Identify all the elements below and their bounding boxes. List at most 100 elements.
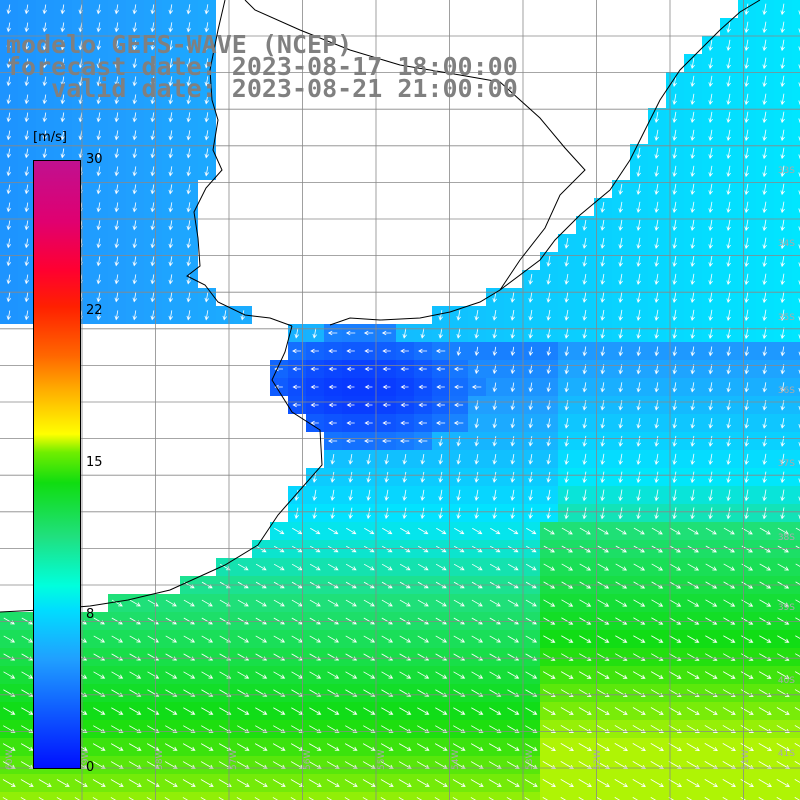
wind-arrow xyxy=(380,743,394,751)
wind-arrow xyxy=(24,310,30,321)
wind-arrow xyxy=(308,779,322,787)
wind-arrow xyxy=(420,471,425,483)
wind-arrow xyxy=(96,4,102,15)
wind-arrow xyxy=(510,364,516,375)
wind-arrow xyxy=(672,327,677,340)
wind-arrow xyxy=(6,58,12,69)
wind-arrow xyxy=(561,599,574,607)
wind-arrow xyxy=(418,420,427,426)
wind-arrow xyxy=(132,58,138,69)
wind-arrow xyxy=(632,779,646,788)
wind-arrow xyxy=(744,111,749,124)
wind-cell xyxy=(666,792,684,800)
wind-cell xyxy=(792,594,800,612)
wind-arrow xyxy=(618,219,623,231)
wind-arrow xyxy=(560,779,574,788)
wind-arrow xyxy=(348,471,353,483)
wind-arrow xyxy=(690,75,695,88)
wind-arrow xyxy=(114,76,120,87)
wind-arrow xyxy=(758,761,772,770)
wind-arrow xyxy=(744,327,749,340)
title-model: modelo GEFS-WAVE (NCEP) xyxy=(6,30,353,59)
wind-arrow xyxy=(150,238,155,249)
wind-arrow xyxy=(564,364,569,375)
wind-arrow xyxy=(762,453,767,466)
wind-arrow xyxy=(524,779,538,787)
wind-arrow xyxy=(618,364,623,375)
wind-arrow xyxy=(578,743,592,752)
wind-arrow xyxy=(564,453,569,466)
wind-arrow xyxy=(708,165,713,178)
wind-arrow xyxy=(96,292,102,303)
wind-arrow xyxy=(600,507,605,520)
wind-arrow xyxy=(273,707,286,715)
wind-arrow xyxy=(204,40,209,51)
wind-arrow xyxy=(364,384,373,390)
wind-arrow xyxy=(506,743,520,751)
wind-arrow xyxy=(146,743,160,751)
wind-arrow xyxy=(672,201,677,214)
wind-arrow xyxy=(6,148,12,159)
wind-arrow xyxy=(381,330,392,336)
wind-arrow xyxy=(132,130,138,141)
wind-arrow xyxy=(310,384,319,390)
wind-arrow xyxy=(60,94,66,105)
wind-cell xyxy=(324,792,342,800)
wind-arrow xyxy=(254,797,261,800)
wind-arrow xyxy=(114,94,120,105)
wind-arrow xyxy=(740,671,754,679)
wind-arrow xyxy=(204,22,209,33)
wind-arrow xyxy=(182,797,189,800)
wind-arrow xyxy=(744,147,749,160)
wind-arrow xyxy=(633,563,646,571)
wind-arrow xyxy=(309,599,321,607)
wind-arrow xyxy=(6,184,12,195)
wind-arrow xyxy=(186,238,191,249)
wind-cell xyxy=(612,792,630,800)
wind-arrow xyxy=(636,273,641,285)
wind-arrow xyxy=(726,309,731,322)
wind-arrow xyxy=(687,563,700,571)
wind-arrow xyxy=(204,166,209,177)
wind-arrow xyxy=(168,256,173,267)
wind-arrow xyxy=(164,779,178,787)
wind-arrow xyxy=(309,545,321,553)
wind-arrow xyxy=(762,237,767,250)
wind-arrow xyxy=(798,478,800,484)
wind-cell xyxy=(792,306,800,324)
wind-arrow xyxy=(758,671,772,679)
wind-arrow xyxy=(546,309,551,321)
wind-cell xyxy=(792,738,800,756)
wind-arrow xyxy=(668,707,682,715)
wind-arrow xyxy=(24,274,30,285)
wind-arrow xyxy=(672,219,677,232)
wind-arrow xyxy=(436,402,445,408)
wind-arrow xyxy=(204,130,209,141)
wind-arrow xyxy=(273,635,286,643)
wind-arrow xyxy=(453,420,464,426)
wind-arrow xyxy=(60,4,66,15)
wind-arrow xyxy=(654,129,659,141)
wind-arrow xyxy=(525,599,537,607)
wind-arrow xyxy=(668,761,682,770)
wind-arrow xyxy=(614,779,628,788)
wind-arrow xyxy=(114,166,120,177)
wind-arrow xyxy=(528,327,533,339)
wind-arrow xyxy=(168,220,173,231)
wind-arrow xyxy=(546,489,551,501)
wind-arrow xyxy=(346,438,356,444)
wind-arrow xyxy=(582,309,587,321)
wind-arrow xyxy=(672,129,677,142)
wind-arrow xyxy=(326,743,340,751)
wind-arrow xyxy=(150,256,155,267)
wind-arrow xyxy=(186,112,191,123)
wind-arrow xyxy=(240,310,245,321)
wind-arrow xyxy=(24,292,30,303)
wind-arrow xyxy=(330,471,335,483)
wind-arrow xyxy=(309,563,321,571)
colorbar-tick: 15 xyxy=(86,455,103,470)
wind-arrow xyxy=(114,112,120,123)
wind-arrow xyxy=(328,527,339,535)
wind-cell xyxy=(270,792,288,800)
wind-arrow xyxy=(672,183,677,196)
